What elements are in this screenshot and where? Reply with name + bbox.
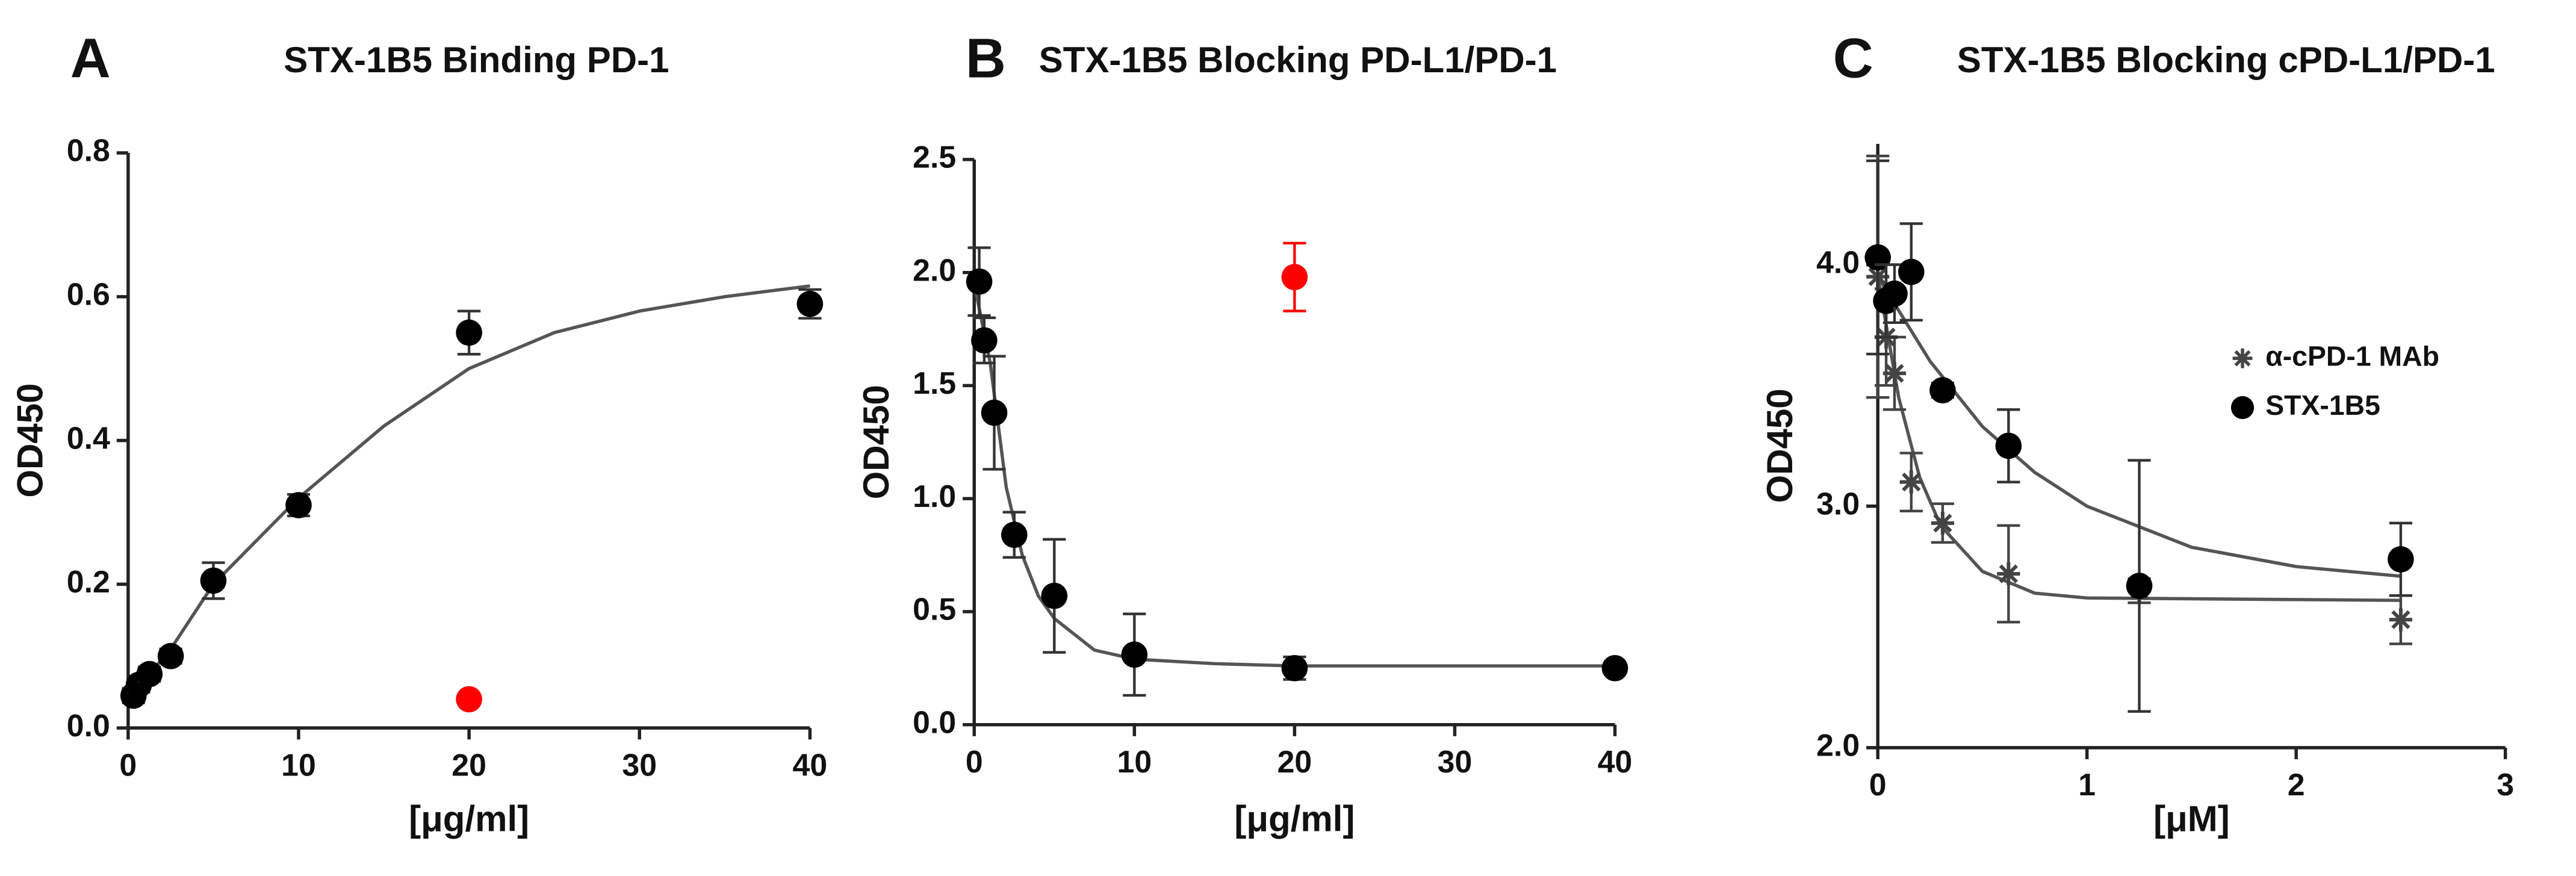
x-tick-label: 0 xyxy=(119,747,137,782)
x-tick-label: 0 xyxy=(966,744,983,779)
panel-letter: C xyxy=(1833,26,1873,89)
data-point xyxy=(981,399,1008,426)
x-tick-label: 40 xyxy=(793,747,828,782)
x-tick-label: 30 xyxy=(622,747,657,782)
x-tick-label: 20 xyxy=(1277,744,1312,779)
data-point xyxy=(456,319,482,346)
x-tick-label: 10 xyxy=(1117,744,1152,779)
panel-letter: B xyxy=(966,26,1006,89)
data-point xyxy=(1041,582,1068,609)
data-point xyxy=(1899,470,1923,494)
data-point xyxy=(1121,641,1148,668)
y-tick-label: 0.0 xyxy=(67,708,110,743)
panel-letter: A xyxy=(70,26,111,89)
x-tick-label: 3 xyxy=(2497,767,2514,802)
data-point xyxy=(2389,608,2413,632)
data-point xyxy=(157,642,184,669)
data-point xyxy=(1882,362,1907,385)
y-tick-label: 0.4 xyxy=(67,420,110,455)
chart-title: STX-1B5 Blocking cPD-L1/PD-1 xyxy=(1957,40,2495,80)
legend-label: STX-1B5 xyxy=(2265,390,2380,421)
y-axis-label: OD450 xyxy=(856,385,896,499)
data-point xyxy=(200,567,227,594)
data-point xyxy=(2388,546,2414,573)
legend-marker xyxy=(2230,396,2255,420)
data-point xyxy=(1881,280,1908,307)
data-point xyxy=(1898,258,1925,285)
y-tick-label: 2.0 xyxy=(913,252,956,287)
x-axis-label: [μM] xyxy=(2153,799,2230,839)
data-point xyxy=(1931,511,1955,535)
x-tick-label: 0 xyxy=(1869,767,1887,802)
data-point xyxy=(1929,377,1956,404)
legend-marker xyxy=(2232,348,2253,368)
data-point xyxy=(1001,521,1028,548)
x-tick-label: 20 xyxy=(452,747,486,782)
data-point xyxy=(1281,264,1308,291)
y-tick-label: 3.0 xyxy=(1816,486,1860,521)
data-point xyxy=(796,290,824,317)
legend-label: α-cPD-1 MAb xyxy=(2265,340,2439,371)
y-tick-label: 0.2 xyxy=(67,564,110,599)
x-tick-label: 10 xyxy=(281,747,316,782)
chart-title: STX-1B5 Binding PD-1 xyxy=(284,40,669,80)
chart-title: STX-1B5 Blocking PD-L1/PD-1 xyxy=(1039,40,1557,80)
y-tick-label: 0.0 xyxy=(913,704,956,739)
y-tick-label: 2.0 xyxy=(1816,728,1860,763)
data-point xyxy=(285,492,312,518)
data-point xyxy=(1997,562,2020,586)
data-point xyxy=(1281,654,1308,682)
y-tick-label: 1.5 xyxy=(913,365,956,400)
y-axis-label: OD450 xyxy=(10,384,50,498)
x-tick-label: 30 xyxy=(1438,744,1473,779)
x-axis-label: [μg/ml] xyxy=(409,799,529,839)
data-point xyxy=(2126,573,2153,599)
data-point xyxy=(456,686,482,713)
y-tick-label: 2.5 xyxy=(913,140,956,175)
x-tick-label: 1 xyxy=(2078,767,2096,802)
x-tick-label: 2 xyxy=(2288,767,2305,802)
y-tick-label: 0.8 xyxy=(67,133,110,168)
data-point xyxy=(1601,654,1628,682)
fit-curve xyxy=(1876,276,2401,578)
data-point xyxy=(966,268,993,295)
y-tick-label: 0.6 xyxy=(67,277,110,312)
y-axis-label: OD450 xyxy=(1760,388,1800,503)
data-point xyxy=(971,327,998,354)
fit-curve xyxy=(972,283,1615,668)
y-tick-label: 0.5 xyxy=(913,592,956,627)
data-point xyxy=(136,660,163,688)
legend-item: α-cPD-1 MAb xyxy=(2232,340,2439,371)
x-tick-label: 40 xyxy=(1598,744,1633,779)
fit-curve xyxy=(126,284,810,701)
legend-item: STX-1B5 xyxy=(2230,390,2380,421)
data-point xyxy=(1995,432,2022,459)
y-tick-label: 4.0 xyxy=(1816,244,1860,279)
y-tick-label: 1.0 xyxy=(913,479,956,514)
x-axis-label: [μg/ml] xyxy=(1234,799,1355,839)
